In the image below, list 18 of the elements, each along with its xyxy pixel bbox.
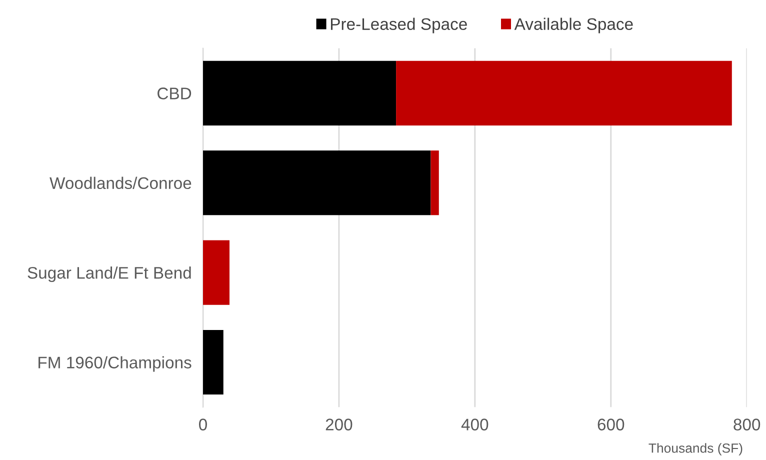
x-tick-label: 0 [199, 418, 207, 430]
bar [202, 330, 224, 395]
bar [202, 240, 230, 305]
legend-label: Pre-Leased Space [330, 18, 467, 34]
bar [430, 150, 439, 216]
bar [202, 60, 396, 126]
x-tick-label: 600 [598, 418, 624, 430]
legend-label: Available Space [514, 18, 633, 34]
x-tick-label: 800 [734, 418, 760, 430]
x-axis-title: Thousands (SF) [648, 443, 742, 456]
bar [396, 60, 732, 126]
y-tick-label: FM 1960/Champions [38, 356, 192, 372]
bar [202, 150, 431, 216]
x-tick-label: 200 [326, 418, 352, 430]
y-tick-label: Sugar Land/E Ft Bend [28, 266, 191, 282]
y-tick-label: CBD [158, 88, 192, 100]
y-tick-label: Woodlands/Conroe [50, 176, 192, 190]
x-tick-label: 400 [461, 418, 488, 430]
